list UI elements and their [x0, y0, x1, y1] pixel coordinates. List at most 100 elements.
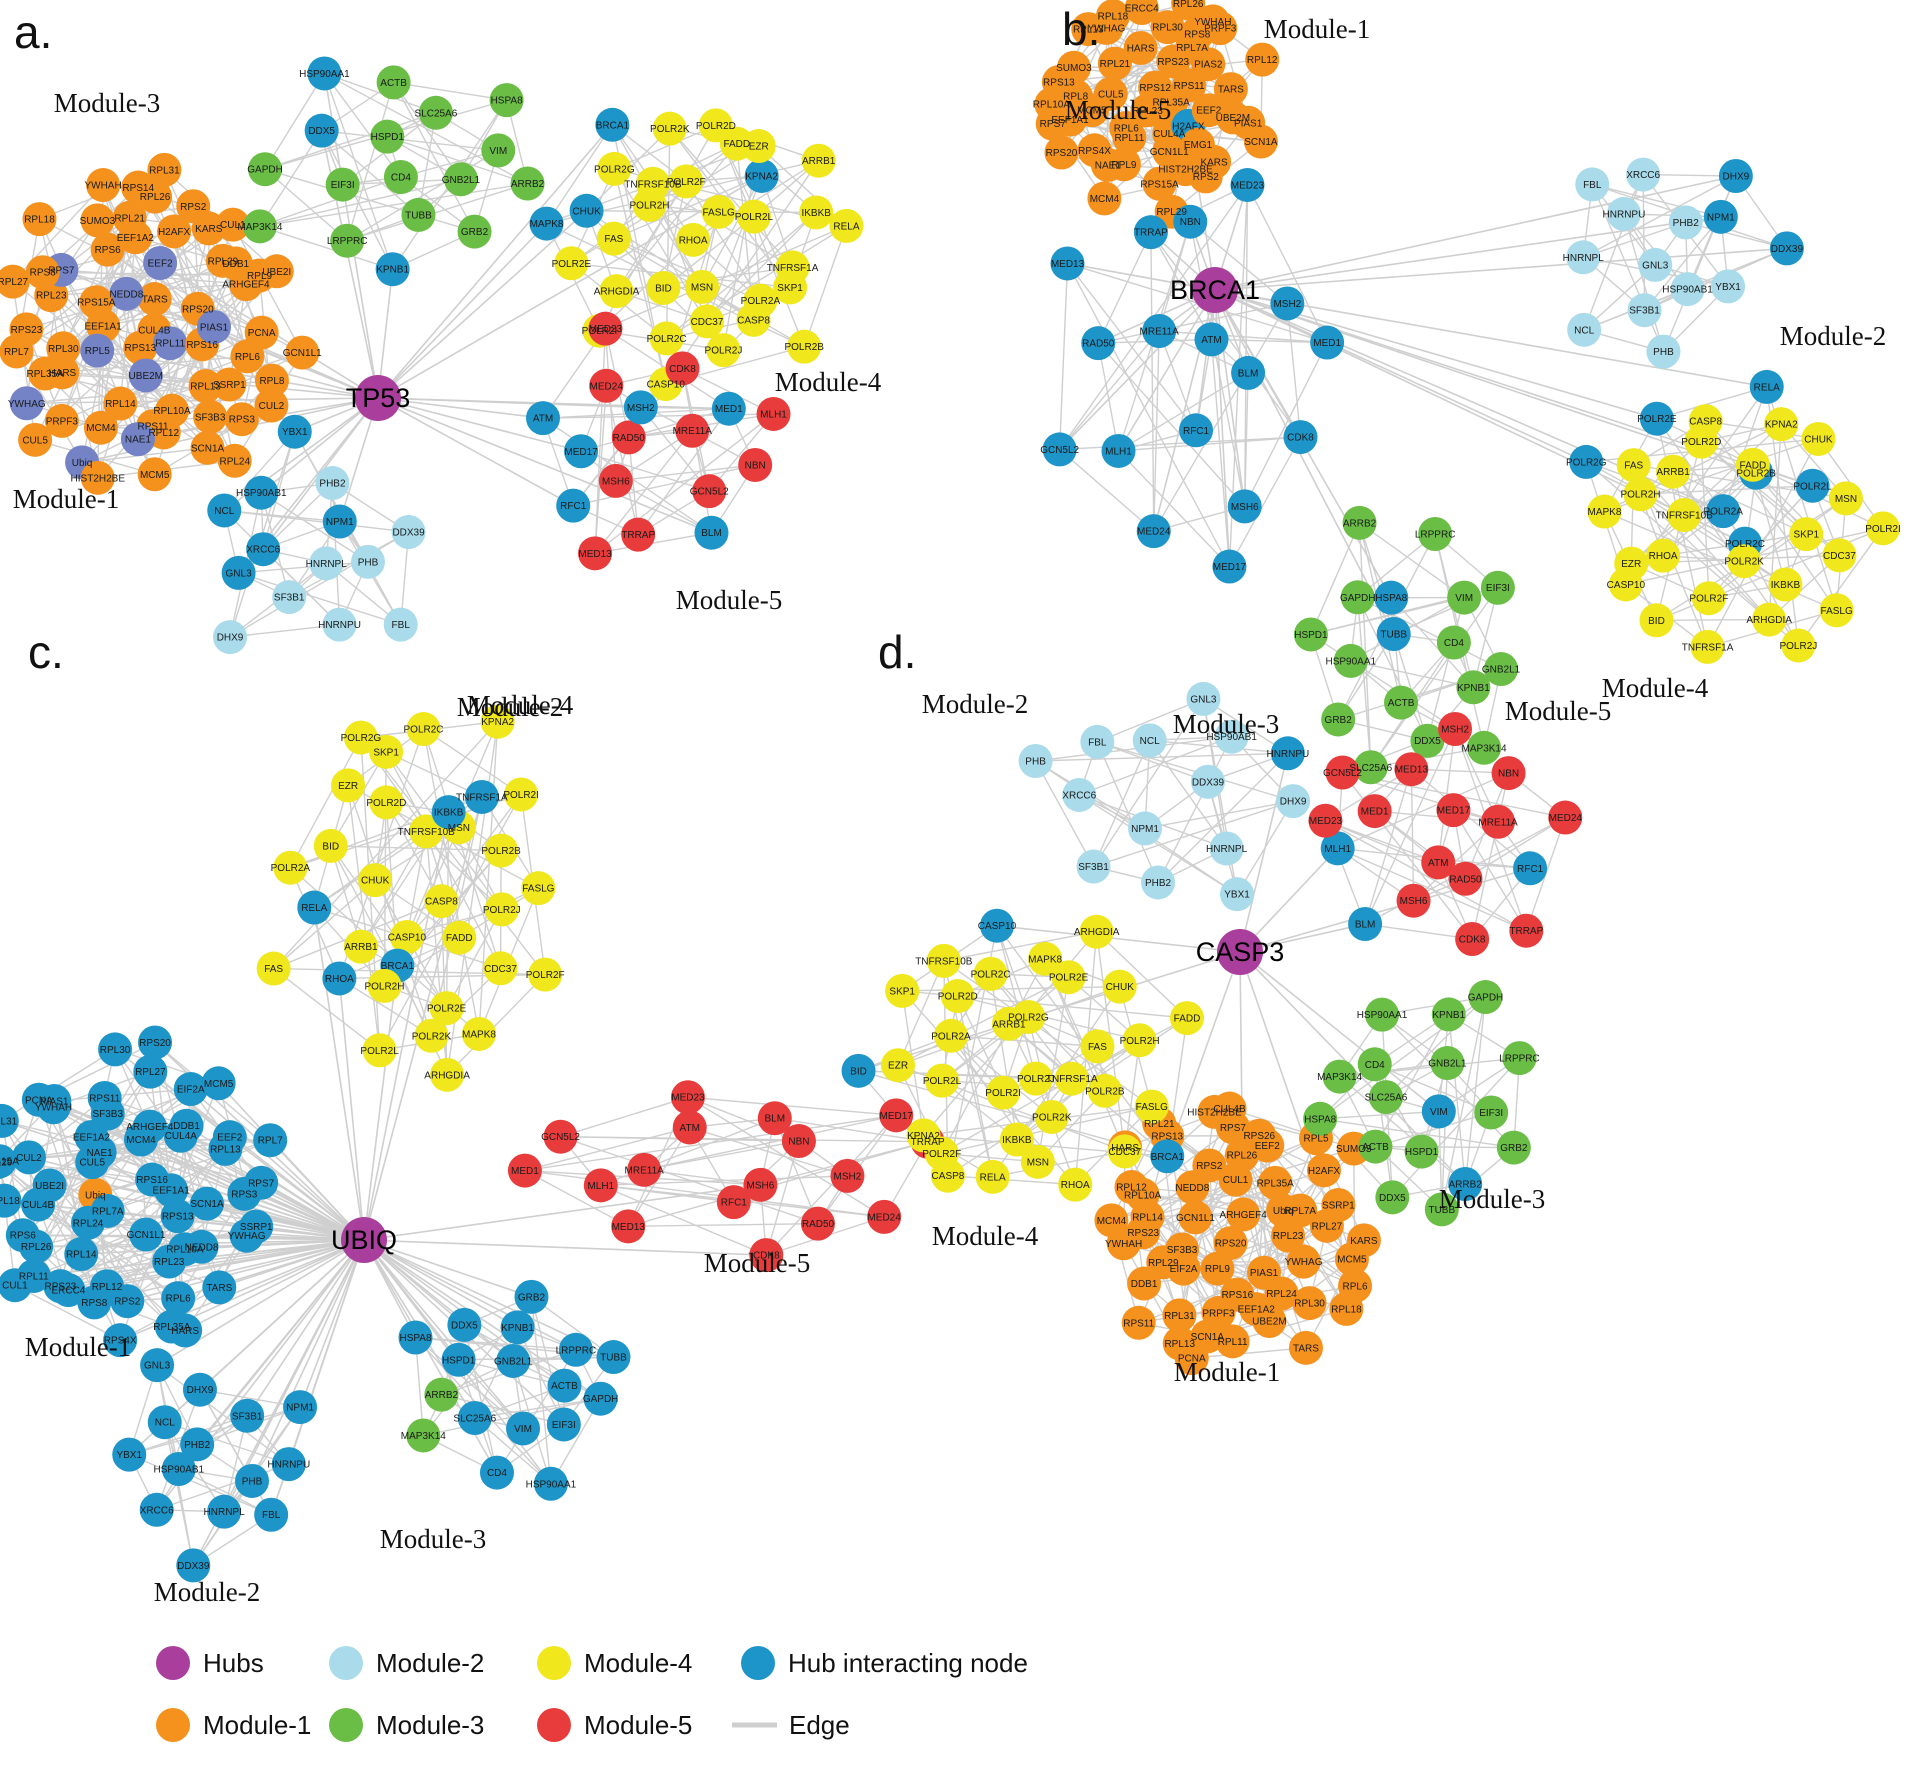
- node-label-FASLG: FASLG: [1136, 1102, 1168, 1113]
- hub-label-BRCA1: BRCA1: [1170, 275, 1260, 305]
- node-MED13: [1050, 246, 1085, 281]
- node-PHB2: [1668, 205, 1703, 240]
- node-LRPPRC: [1502, 1041, 1537, 1076]
- node-MSH6: [1396, 883, 1431, 918]
- node-GNL3: [221, 555, 256, 590]
- node-EEF2: [143, 245, 178, 280]
- node-label-RPS15A: RPS15A: [0, 1157, 19, 1168]
- node-POLR2I: [1865, 511, 1900, 546]
- node-label-RPL29: RPL29: [0, 1158, 13, 1169]
- node-label-NAE1: NAE1: [125, 435, 152, 446]
- node-TARS: [137, 282, 172, 317]
- node-RPL31: [147, 152, 182, 187]
- node-label-VIM: VIM: [514, 1424, 532, 1435]
- node-label-HARS: HARS: [1111, 1143, 1139, 1154]
- node-label-CUL4A: CUL4A: [1153, 129, 1186, 140]
- node-FADD: [442, 920, 477, 955]
- node-label-CUL5: CUL5: [79, 1158, 105, 1169]
- node-label-KPNB1: KPNB1: [376, 265, 409, 276]
- node-label-RPS23: RPS23: [1157, 57, 1189, 68]
- node-label-RPL10A: RPL10A: [1124, 1190, 1162, 1201]
- node-label-MSH6: MSH6: [602, 476, 630, 487]
- node-RPL11: [1215, 1324, 1250, 1359]
- node-label-IKBKB: IKBKB: [1771, 580, 1801, 591]
- node-FAS: [596, 221, 631, 256]
- node-label-FAS: FAS: [604, 234, 623, 245]
- node-PHB2: [315, 466, 350, 501]
- node-TNFRSF1A: [464, 779, 499, 814]
- node-label-CD4: CD4: [391, 173, 411, 184]
- node-RPL6: [1338, 1268, 1373, 1303]
- node-label-RPL6: RPL6: [235, 352, 260, 363]
- node-SF3B1: [1076, 849, 1111, 884]
- node-MED17: [564, 434, 599, 469]
- node-label-POLR2L: POLR2L: [1793, 481, 1832, 492]
- node-label-RPL35A: RPL35A: [1257, 1178, 1295, 1189]
- node-MAPK8: [529, 206, 564, 241]
- node-label-RPS20: RPS20: [1046, 148, 1078, 159]
- node-HNRNPL: [1566, 240, 1601, 275]
- node-label-MAP3K14: MAP3K14: [237, 222, 282, 233]
- node-EIF3I: [325, 167, 360, 202]
- node-label-RPS12: RPS12: [1139, 83, 1171, 94]
- node-label-CUL5: CUL5: [22, 435, 48, 446]
- node-label-YWHAH: YWHAH: [35, 1103, 72, 1114]
- node-RPS20: [138, 1025, 173, 1060]
- node-label-RPL8: RPL8: [1063, 92, 1088, 103]
- node-label-POLR2K: POLR2K: [1724, 557, 1764, 568]
- node-POLR2E: [1051, 960, 1086, 995]
- node-label-SKP1: SKP1: [777, 283, 803, 294]
- node-ARHGEF4: [132, 1109, 167, 1144]
- node-label-MED17: MED17: [1213, 562, 1247, 573]
- node-label-RPL6: RPL6: [1343, 1281, 1368, 1292]
- node-HSP90AA1: [307, 56, 342, 91]
- node-label-RPL21: RPL21: [1144, 1119, 1175, 1130]
- node-RPL24: [217, 443, 252, 478]
- node-HSP90AA1: [1333, 643, 1368, 678]
- module-label: Module-1: [1174, 1357, 1280, 1387]
- node-GNL3: [140, 1348, 175, 1383]
- node-label-EZR: EZR: [338, 781, 358, 792]
- node-label-NAE1: NAE1: [87, 1148, 114, 1159]
- legend-swatch-module4: [537, 1646, 571, 1680]
- node-DDX5: [304, 113, 339, 148]
- node-POLR2D: [940, 979, 975, 1014]
- node-MED17: [879, 1098, 914, 1133]
- node-label-TUBB: TUBB: [1380, 630, 1407, 641]
- node-RPS14: [121, 170, 156, 205]
- node-label-RPL35A: RPL35A: [27, 369, 65, 380]
- node-label-RPS4X: RPS4X: [104, 1336, 137, 1347]
- node-label-SKP1: SKP1: [1794, 530, 1820, 541]
- module-label: Module-3: [1439, 1184, 1545, 1214]
- node-label-ATM: ATM: [680, 1123, 700, 1134]
- node-EIF3I: [546, 1407, 581, 1442]
- node-label-KARS: KARS: [1200, 157, 1228, 168]
- node-RPS15A: [1142, 166, 1177, 201]
- node-label-DHX9: DHX9: [1280, 797, 1307, 808]
- module-label: Module-5: [704, 1248, 810, 1278]
- node-label-ERCC4: ERCC4: [51, 1286, 85, 1297]
- node-label-BLM: BLM: [765, 1114, 786, 1125]
- node-HSPA8: [1303, 1101, 1338, 1136]
- node-label-PHB2: PHB2: [1673, 218, 1700, 229]
- node-RPL23: [152, 1244, 187, 1279]
- node-RPL35A: [28, 356, 63, 391]
- node-label-HSP90AA1: HSP90AA1: [299, 69, 350, 80]
- node-DDB1: [1127, 1266, 1162, 1301]
- legend-label: Module-5: [584, 1710, 692, 1740]
- node-label-RPL24: RPL24: [219, 456, 250, 467]
- node-label-MSN: MSN: [448, 823, 470, 834]
- node-label-MED17: MED17: [880, 1111, 914, 1122]
- node-label-CDC37: CDC37: [1823, 551, 1856, 562]
- node-EIF3I: [1480, 570, 1515, 605]
- node-label-KPNA2: KPNA2: [745, 171, 778, 182]
- node-label-MED24: MED24: [590, 381, 624, 392]
- node-RHOA: [1058, 1167, 1093, 1202]
- node-FADD: [1170, 1001, 1205, 1036]
- node-label-CDK8: CDK8: [753, 1251, 780, 1262]
- hub-node-BRCA1: [1192, 267, 1238, 313]
- node-RPL24: [71, 1205, 106, 1240]
- node-label-RHOA: RHOA: [679, 235, 708, 246]
- node-label-MSN: MSN: [1027, 1157, 1049, 1168]
- node-label-RPL12: RPL12: [148, 428, 179, 439]
